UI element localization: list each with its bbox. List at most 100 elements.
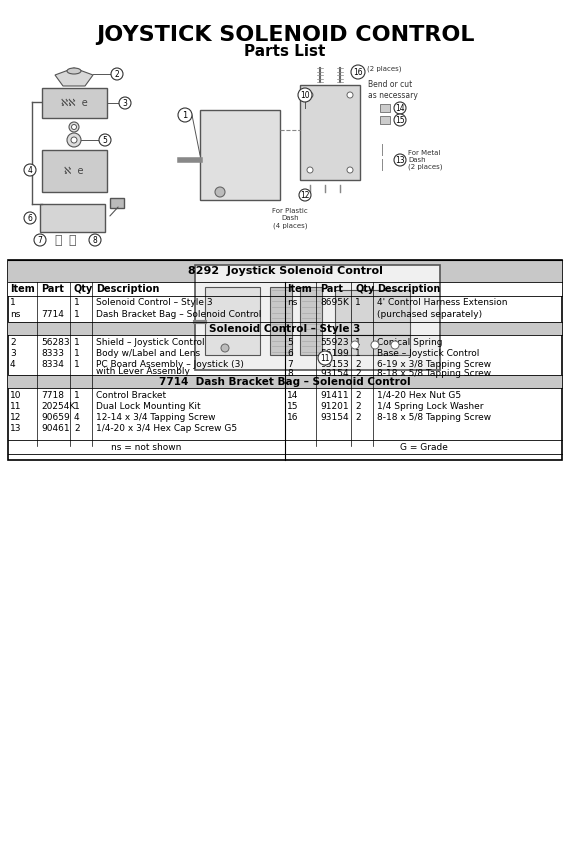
Text: Solenoid Control – Style 3: Solenoid Control – Style 3 [96,298,213,307]
Text: 16: 16 [287,412,299,422]
Text: 1/4-20 x 3/4 Hex Cap Screw G5: 1/4-20 x 3/4 Hex Cap Screw G5 [96,423,237,433]
Circle shape [394,102,406,114]
Text: G = Grade: G = Grade [400,443,447,451]
Text: 55923: 55923 [320,337,349,347]
Circle shape [371,341,379,349]
Text: (purchased separately): (purchased separately) [377,309,482,319]
Circle shape [69,122,79,132]
Text: JOYSTICK SOLENOID CONTROL: JOYSTICK SOLENOID CONTROL [96,25,474,45]
Circle shape [215,187,225,197]
Text: Shield – Joystick Control: Shield – Joystick Control [96,337,205,347]
Text: 4' Control Harness Extension: 4' Control Harness Extension [377,298,507,307]
Text: 1: 1 [74,390,80,400]
Text: 90659: 90659 [41,412,70,422]
Text: 20254K: 20254K [41,401,75,411]
Bar [300,85,360,180]
Bar [8,375,562,388]
Text: For Metal
Dash
(2 places): For Metal Dash (2 places) [408,150,442,170]
Text: 1: 1 [74,348,80,358]
Text: 1/4 Spring Lock Washer: 1/4 Spring Lock Washer [377,401,483,411]
Circle shape [299,189,311,201]
Text: Item: Item [287,284,312,294]
Bar [380,116,390,124]
Circle shape [298,88,312,102]
Text: ns: ns [287,298,298,307]
Circle shape [391,341,399,349]
Text: 93154: 93154 [320,412,349,422]
Bar [42,150,107,192]
Text: Dash Bracket Bag – Solenoid Control: Dash Bracket Bag – Solenoid Control [96,309,262,319]
Text: Description: Description [377,284,441,294]
Text: 10: 10 [10,390,22,400]
Circle shape [89,234,101,246]
Text: Item: Item [10,284,35,294]
Text: 5: 5 [103,135,107,144]
Circle shape [351,65,365,79]
Text: Part: Part [320,284,343,294]
Text: 1: 1 [182,110,188,120]
Text: ⏚: ⏚ [68,234,76,246]
Text: 12: 12 [300,190,310,200]
Text: ⏚: ⏚ [54,234,62,246]
Text: with Lever Assembly: with Lever Assembly [96,366,190,376]
Text: 6-19 x 3/8 Tapping Screw: 6-19 x 3/8 Tapping Screw [377,360,491,369]
Circle shape [24,212,36,224]
Text: 5: 5 [287,337,293,347]
Text: 3: 3 [10,348,16,358]
Bar [335,335,410,355]
Polygon shape [55,68,93,86]
Text: Dual Lock Mounting Kit: Dual Lock Mounting Kit [96,401,201,411]
Circle shape [318,351,332,365]
Circle shape [111,68,123,80]
Text: Solenoid Control – Style 3: Solenoid Control – Style 3 [209,324,361,333]
Text: 1: 1 [74,401,80,411]
Circle shape [307,92,313,98]
Text: 12-14 x 3/4 Tapping Screw: 12-14 x 3/4 Tapping Screw [96,412,215,422]
Text: PC Board Assembly – Joystick (3): PC Board Assembly – Joystick (3) [96,360,244,369]
Text: 13: 13 [395,156,405,165]
Ellipse shape [67,68,81,74]
Text: 7: 7 [38,235,42,245]
Text: Qty: Qty [355,284,374,294]
Text: 8292  Joystick Solenoid Control: 8292 Joystick Solenoid Control [188,266,382,276]
Text: ns: ns [10,309,21,319]
Circle shape [71,137,77,143]
Bar [40,204,105,232]
Text: 8695K: 8695K [320,298,349,307]
Text: 91201: 91201 [320,401,349,411]
Circle shape [71,124,76,129]
Text: 2: 2 [355,369,361,377]
Circle shape [307,167,313,173]
Text: 2: 2 [355,360,361,369]
Text: 1: 1 [74,360,80,369]
Text: 1: 1 [74,298,80,307]
Circle shape [347,167,353,173]
Text: 8-18 x 5/8 Tapping Screw: 8-18 x 5/8 Tapping Screw [377,369,491,377]
Text: 1/4-20 Hex Nut G5: 1/4-20 Hex Nut G5 [377,390,461,400]
Circle shape [351,341,359,349]
Text: Part: Part [41,284,64,294]
Text: 90461: 90461 [41,423,70,433]
Text: Conical Spring: Conical Spring [377,337,442,347]
Text: 2: 2 [74,423,80,433]
Text: 6: 6 [27,213,32,223]
Text: 1: 1 [355,298,361,307]
Bar [110,198,124,208]
Circle shape [24,164,36,176]
Text: Qty: Qty [74,284,93,294]
Text: ns = not shown: ns = not shown [111,443,182,451]
Bar [205,287,260,355]
Text: 7714: 7714 [41,309,64,319]
Text: 16: 16 [353,67,363,76]
Bar [8,322,562,335]
Text: 8333: 8333 [41,348,64,358]
Text: 1: 1 [74,309,80,319]
Text: 56199: 56199 [320,348,349,358]
Text: 56283: 56283 [41,337,70,347]
Text: 4: 4 [27,166,32,174]
Text: 7714  Dash Bracket Bag – Solenoid Control: 7714 Dash Bracket Bag – Solenoid Control [159,377,411,387]
Text: ℵ  e: ℵ e [64,166,84,176]
Bar [300,287,322,355]
Text: 8: 8 [287,369,293,377]
Bar [335,290,410,335]
